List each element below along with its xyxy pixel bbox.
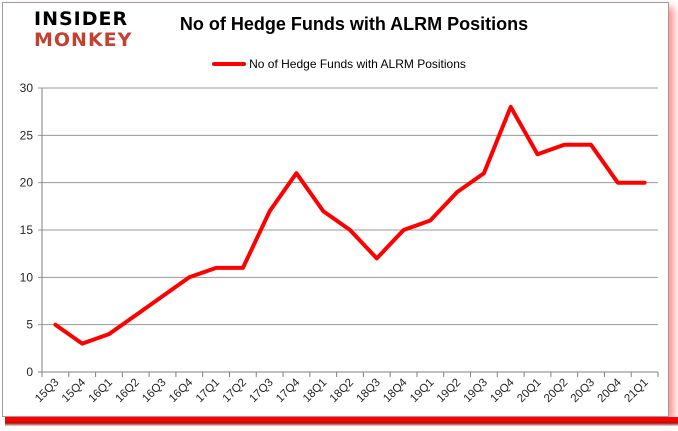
y-axis-labels: 0 5 10 15 20 25 30 (20, 81, 34, 379)
y-tick-label: 20 (20, 176, 34, 190)
x-tick-label: 18Q2 (328, 377, 356, 405)
x-tick-label: 17Q4 (274, 376, 303, 405)
x-tick-label: 18Q4 (381, 376, 410, 405)
insider-monkey-logo: INSIDER MONKEY (34, 9, 132, 51)
x-tick-label: 20Q3 (569, 377, 597, 405)
x-tick-label: 20Q4 (596, 376, 625, 405)
chart-legend: No of Hedge Funds with ALRM Positions (0, 57, 678, 71)
x-tick-label: 18Q3 (355, 377, 383, 405)
y-tick-label: 25 (20, 128, 34, 142)
y-tick-label: 5 (26, 318, 33, 332)
x-tick-label: 20Q1 (515, 377, 543, 405)
x-tick-label: 19Q3 (462, 377, 490, 405)
x-tick-label: 19Q2 (435, 377, 463, 405)
x-tick-label: 21Q1 (622, 377, 650, 405)
series-line (53, 104, 647, 346)
x-tick-label: 15Q4 (60, 376, 89, 405)
bottom-red-bar (5, 417, 678, 426)
x-tick-label: 20Q2 (542, 377, 570, 405)
y-tick-label: 30 (20, 81, 34, 95)
legend-label: No of Hedge Funds with ALRM Positions (249, 57, 466, 71)
x-tick-label: 16Q3 (140, 377, 168, 405)
logo-insider-text: INSIDER (34, 8, 129, 30)
x-tick-label: 16Q1 (87, 377, 115, 405)
x-tick-label: 15Q3 (33, 377, 61, 405)
x-tick-label: 16Q4 (167, 376, 196, 405)
x-tick-label: 18Q1 (301, 377, 329, 405)
chart-title: No of Hedge Funds with ALRM Positions (179, 14, 529, 34)
x-tick-label: 16Q2 (113, 377, 141, 405)
x-tick-label: 17Q1 (194, 377, 222, 405)
x-tick-label: 17Q3 (247, 377, 275, 405)
y-tick-label: 10 (20, 270, 34, 284)
x-axis-labels: 15Q315Q416Q116Q216Q316Q417Q117Q217Q317Q4… (33, 376, 651, 405)
x-axis (41, 372, 659, 377)
y-tick-label: 0 (26, 365, 33, 379)
chart-frame (2, 2, 669, 417)
y-tick-label: 15 (20, 223, 34, 237)
x-tick-label: 19Q4 (488, 376, 517, 405)
x-tick-label: 19Q1 (408, 377, 436, 405)
logo-monkey-text: MONKEY (34, 29, 133, 51)
legend-line-icon (212, 62, 247, 66)
x-tick-label: 17Q2 (221, 377, 249, 405)
